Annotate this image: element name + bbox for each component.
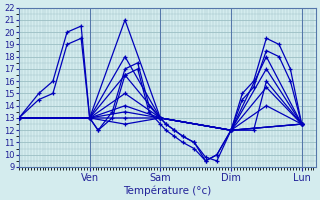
X-axis label: Température (°c): Température (°c): [123, 185, 212, 196]
